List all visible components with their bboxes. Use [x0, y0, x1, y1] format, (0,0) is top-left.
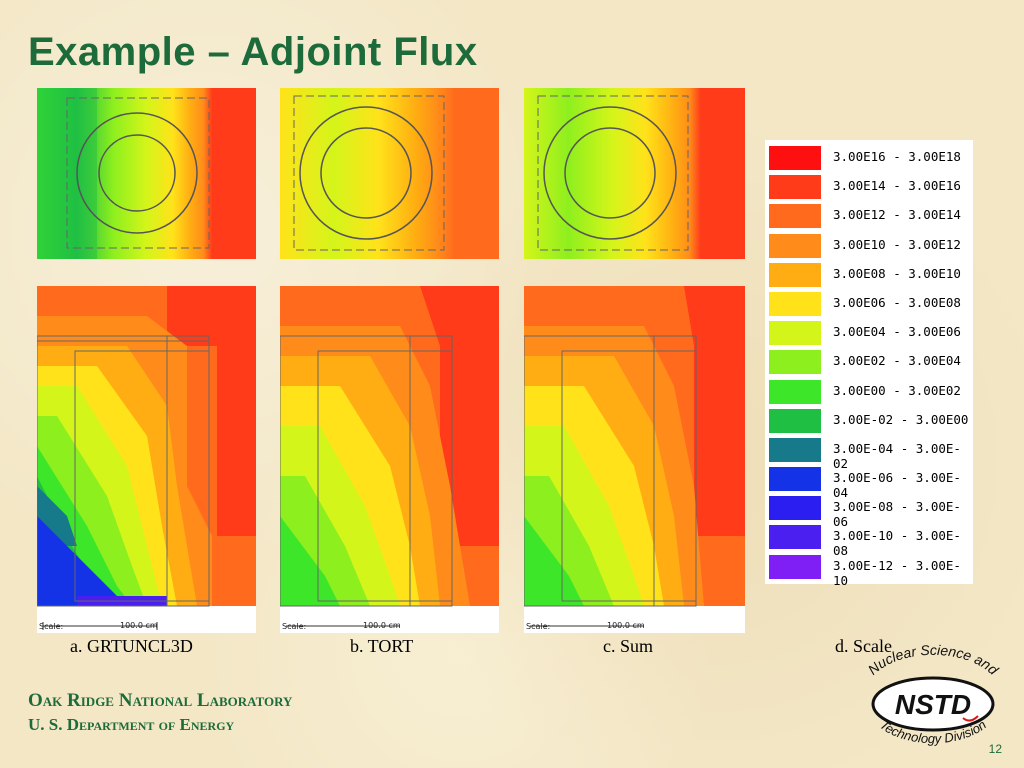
legend-swatch: [769, 554, 821, 579]
legend-row: 3.00E-02 - 3.00E00: [765, 406, 973, 435]
caption-tort: b. TORT: [350, 636, 414, 656]
svg-text:Nuclear Science and: Nuclear Science and: [865, 642, 1003, 679]
legend-range-label: 3.00E-12 - 3.00E-10: [833, 557, 961, 588]
legend-range-label: 3.00E16 - 3.00E18: [833, 149, 961, 164]
scale-bar-value: 100.0 cm: [607, 621, 645, 630]
legend-swatch: [769, 262, 821, 287]
legend-range-label: 3.00E-08 - 3.00E-06: [833, 499, 961, 530]
legend-range-label: 3.00E-10 - 3.00E-08: [833, 528, 961, 559]
page-number: 12: [988, 742, 1002, 756]
caption-sum: c. Sum: [603, 636, 654, 656]
legend-row: 3.00E08 - 3.00E10: [765, 260, 973, 289]
logo-top-text: Nuclear Science and: [865, 642, 1003, 679]
flux-map-top-tort: [280, 88, 499, 259]
legend-row: 3.00E10 - 3.00E12: [765, 231, 973, 260]
flux-map-bottom-tort: [280, 286, 499, 633]
legend-swatch: [769, 175, 821, 200]
legend-swatch: [769, 350, 821, 375]
footer-organization: Oak Ridge National Laboratory: [28, 690, 293, 711]
legend-range-label: 3.00E12 - 3.00E14: [833, 207, 961, 223]
legend-row: 3.00E-12 - 3.00E-10: [765, 552, 973, 588]
legend-swatch: [769, 204, 821, 229]
legend-range-label: 3.00E10 - 3.00E12: [833, 236, 961, 252]
legend-range-label: 3.00E04 - 3.00E06: [833, 324, 961, 340]
legend-row: 3.00E04 - 3.00E06: [765, 318, 973, 347]
logo-acronym: NSTD: [895, 689, 971, 720]
legend-row: 3.00E-04 - 3.00E-02: [765, 435, 973, 471]
legend-swatch: [769, 467, 821, 492]
nstd-logo: Nuclear Science and NSTD Technology Divi…: [858, 640, 1008, 755]
caption-scale: d. Scale: [835, 636, 892, 656]
flux-map-bottom-grtuncl3d: [37, 286, 256, 633]
legend-swatch: [769, 233, 821, 258]
legend-swatch: [769, 437, 821, 462]
color-scale-legend: 3.00E16 - 3.00E18 3.00E14 - 3.00E16 3.00E1…: [765, 140, 973, 588]
footer-department: U. S. Department of Energy: [28, 715, 235, 734]
scale-bar-label: Scale:: [282, 622, 307, 631]
legend-swatch: [769, 408, 821, 433]
caption-grtuncl3d: a. GRTUNCL3D: [70, 636, 193, 656]
slide-title: Example – Adjoint Flux: [28, 30, 478, 74]
flux-map-bottom-sum: [524, 286, 745, 633]
legend-row: 3.00E-08 - 3.00E-06: [765, 493, 973, 529]
legend-swatch: [769, 379, 821, 404]
legend-row: 3.00E-06 - 3.00E-04: [765, 464, 973, 500]
legend-range-label: 3.00E14 - 3.00E16: [833, 178, 961, 194]
legend-row: 3.00E12 - 3.00E14: [765, 201, 973, 230]
scale-bar-label: Scale:: [526, 622, 551, 631]
legend-swatch: [769, 525, 821, 550]
legend-swatch: [769, 496, 821, 521]
scale-bar-value: 100.0 cm: [363, 621, 401, 630]
legend-row: 3.00E16 - 3.00E18: [765, 143, 973, 172]
legend-range-label: 3.00E-04 - 3.00E-02: [833, 440, 961, 471]
legend-swatch: [769, 291, 821, 316]
legend-swatch: [769, 146, 821, 170]
legend-row: 3.00E02 - 3.00E04: [765, 347, 973, 376]
legend-range-label: 3.00E-02 - 3.00E00: [833, 411, 969, 427]
legend-row: 3.00E00 - 3.00E02: [765, 377, 973, 406]
legend-row: 3.00E06 - 3.00E08: [765, 289, 973, 318]
flux-map-top-grtuncl3d: [37, 88, 256, 259]
legend-range-label: 3.00E02 - 3.00E04: [833, 353, 961, 369]
legend-range-label: 3.00E-06 - 3.00E-04: [833, 470, 961, 501]
legend-range-label: 3.00E08 - 3.00E10: [833, 265, 961, 281]
scale-bar-value: 100.0 cm: [120, 621, 158, 630]
legend-row: 3.00E14 - 3.00E16: [765, 172, 973, 201]
flux-map-top-sum: [524, 88, 745, 259]
legend-row: 3.00E-10 - 3.00E-08: [765, 522, 973, 558]
legend-range-label: 3.00E00 - 3.00E02: [833, 382, 961, 398]
legend-range-label: 3.00E06 - 3.00E08: [833, 294, 961, 310]
legend-swatch: [769, 321, 821, 346]
scale-bar-label: Scale:: [39, 622, 64, 631]
